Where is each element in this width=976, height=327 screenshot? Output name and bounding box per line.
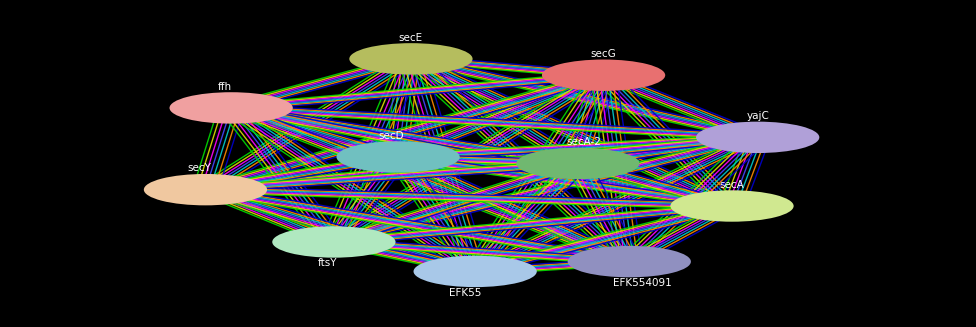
Circle shape (337, 141, 460, 173)
Circle shape (143, 174, 267, 205)
Text: secA: secA (719, 180, 745, 190)
Text: EFK554091: EFK554091 (613, 278, 671, 288)
Text: secE: secE (399, 33, 423, 43)
Circle shape (516, 148, 639, 179)
Text: ftsY: ftsY (318, 258, 338, 268)
Circle shape (671, 190, 793, 222)
Text: yajC: yajC (747, 111, 769, 121)
Text: secY: secY (187, 164, 211, 173)
Circle shape (542, 60, 666, 91)
Circle shape (170, 92, 293, 124)
Circle shape (568, 246, 691, 277)
Text: secD: secD (379, 131, 404, 141)
Circle shape (696, 122, 819, 153)
Text: secA-2: secA-2 (567, 137, 602, 147)
Text: EFK55: EFK55 (449, 288, 481, 298)
Text: ffh: ffh (218, 82, 231, 92)
Circle shape (349, 43, 472, 75)
Circle shape (272, 226, 395, 258)
Text: secG: secG (590, 49, 617, 59)
Circle shape (414, 256, 537, 287)
